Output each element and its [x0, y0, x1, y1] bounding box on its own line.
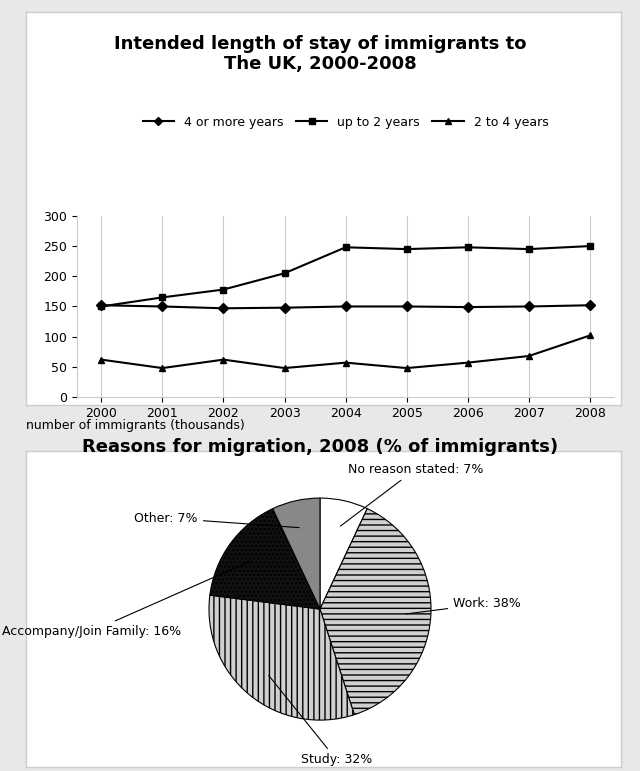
Text: Accompany/Join Family: 16%: Accompany/Join Family: 16%: [2, 561, 250, 638]
up to 2 years: [220, 285, 227, 295]
2 to 4 years: [464, 358, 472, 367]
4 or more years: [342, 301, 349, 311]
Wedge shape: [209, 595, 355, 720]
2 to 4 years: [220, 355, 227, 364]
Text: Reasons for migration, 2008 (% of immigrants): Reasons for migration, 2008 (% of immigr…: [82, 439, 558, 456]
Text: Intended length of stay of immigrants to
The UK, 2000-2008: Intended length of stay of immigrants to…: [114, 35, 526, 73]
Wedge shape: [320, 509, 431, 715]
2 to 4 years: [159, 363, 166, 372]
Legend: 4 or more years, up to 2 years, 2 to 4 years: 4 or more years, up to 2 years, 2 to 4 y…: [138, 111, 554, 134]
4 or more years: [464, 302, 472, 311]
Wedge shape: [320, 498, 367, 609]
2 to 4 years: [342, 358, 349, 367]
up to 2 years: [159, 293, 166, 302]
4 or more years: [97, 301, 105, 310]
Line: 2 to 4 years: 2 to 4 years: [98, 332, 593, 372]
2 to 4 years: [525, 352, 532, 361]
4 or more years: [281, 303, 289, 312]
up to 2 years: [525, 244, 532, 254]
4 or more years: [159, 301, 166, 311]
2 to 4 years: [403, 363, 410, 372]
Text: Work: 38%: Work: 38%: [406, 597, 521, 614]
up to 2 years: [403, 244, 410, 254]
2 to 4 years: [97, 355, 105, 364]
Text: number of immigrants (thousands): number of immigrants (thousands): [26, 419, 244, 432]
4 or more years: [220, 304, 227, 313]
4 or more years: [586, 301, 594, 310]
up to 2 years: [586, 241, 594, 251]
Wedge shape: [210, 509, 320, 609]
Wedge shape: [273, 498, 320, 609]
Text: Study: 32%: Study: 32%: [269, 675, 372, 766]
Text: No reason stated: 7%: No reason stated: 7%: [340, 463, 483, 526]
up to 2 years: [281, 268, 289, 278]
Line: up to 2 years: up to 2 years: [98, 243, 593, 310]
4 or more years: [403, 301, 410, 311]
up to 2 years: [97, 301, 105, 311]
up to 2 years: [464, 243, 472, 252]
Text: Other: 7%: Other: 7%: [134, 511, 299, 527]
Line: 4 or more years: 4 or more years: [98, 301, 593, 311]
up to 2 years: [342, 243, 349, 252]
2 to 4 years: [586, 331, 594, 340]
2 to 4 years: [281, 363, 289, 372]
4 or more years: [525, 301, 532, 311]
